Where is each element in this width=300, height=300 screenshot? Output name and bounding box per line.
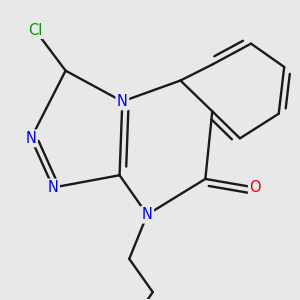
Text: N: N [48,180,58,195]
Text: N: N [142,207,153,222]
Text: O: O [249,180,261,195]
Text: N: N [117,94,128,109]
Text: Cl: Cl [28,22,42,38]
Text: N: N [26,131,36,146]
